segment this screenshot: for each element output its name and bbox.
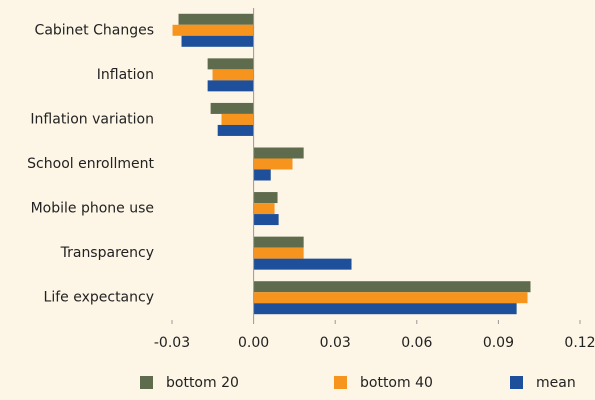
bar — [181, 35, 254, 47]
y-tick-label: Life expectancy — [44, 290, 154, 306]
bar — [253, 147, 304, 159]
x-tick-label: 0.03 — [320, 335, 351, 351]
x-tick-label: 0.00 — [238, 335, 269, 351]
y-tick-label: Cabinet Changes — [35, 22, 154, 38]
bar — [172, 24, 254, 36]
bar — [253, 236, 304, 248]
bar — [217, 124, 254, 136]
bar — [253, 203, 275, 215]
bar — [207, 58, 254, 70]
x-tick-label: -0.03 — [154, 335, 190, 351]
y-tick-label: School enrollment — [27, 156, 154, 172]
bar — [253, 303, 517, 315]
legend-label: mean — [536, 375, 576, 391]
bar — [253, 247, 304, 259]
legend-swatch — [510, 376, 523, 389]
bar — [253, 258, 352, 270]
bar — [253, 192, 278, 204]
bar — [253, 214, 279, 226]
bar — [210, 102, 254, 114]
legend-label: bottom 40 — [360, 375, 433, 391]
legend-swatch — [140, 376, 153, 389]
bar — [253, 158, 293, 170]
bar — [253, 292, 528, 304]
bar — [207, 80, 254, 92]
legend-swatch — [334, 376, 347, 389]
x-tick-label: 0.09 — [483, 335, 514, 351]
y-tick-label: Transparency — [60, 245, 154, 261]
bar — [212, 69, 254, 81]
y-tick-label: Inflation — [97, 67, 154, 83]
bar — [253, 281, 531, 293]
bar — [178, 13, 254, 25]
x-tick-label: 0.06 — [401, 335, 432, 351]
y-tick-label: Mobile phone use — [31, 201, 154, 217]
y-tick-label: Inflation variation — [30, 111, 154, 127]
bar — [253, 169, 271, 181]
bar — [221, 113, 254, 125]
legend-label: bottom 20 — [166, 375, 239, 391]
x-tick-label: 0.12 — [564, 335, 595, 351]
